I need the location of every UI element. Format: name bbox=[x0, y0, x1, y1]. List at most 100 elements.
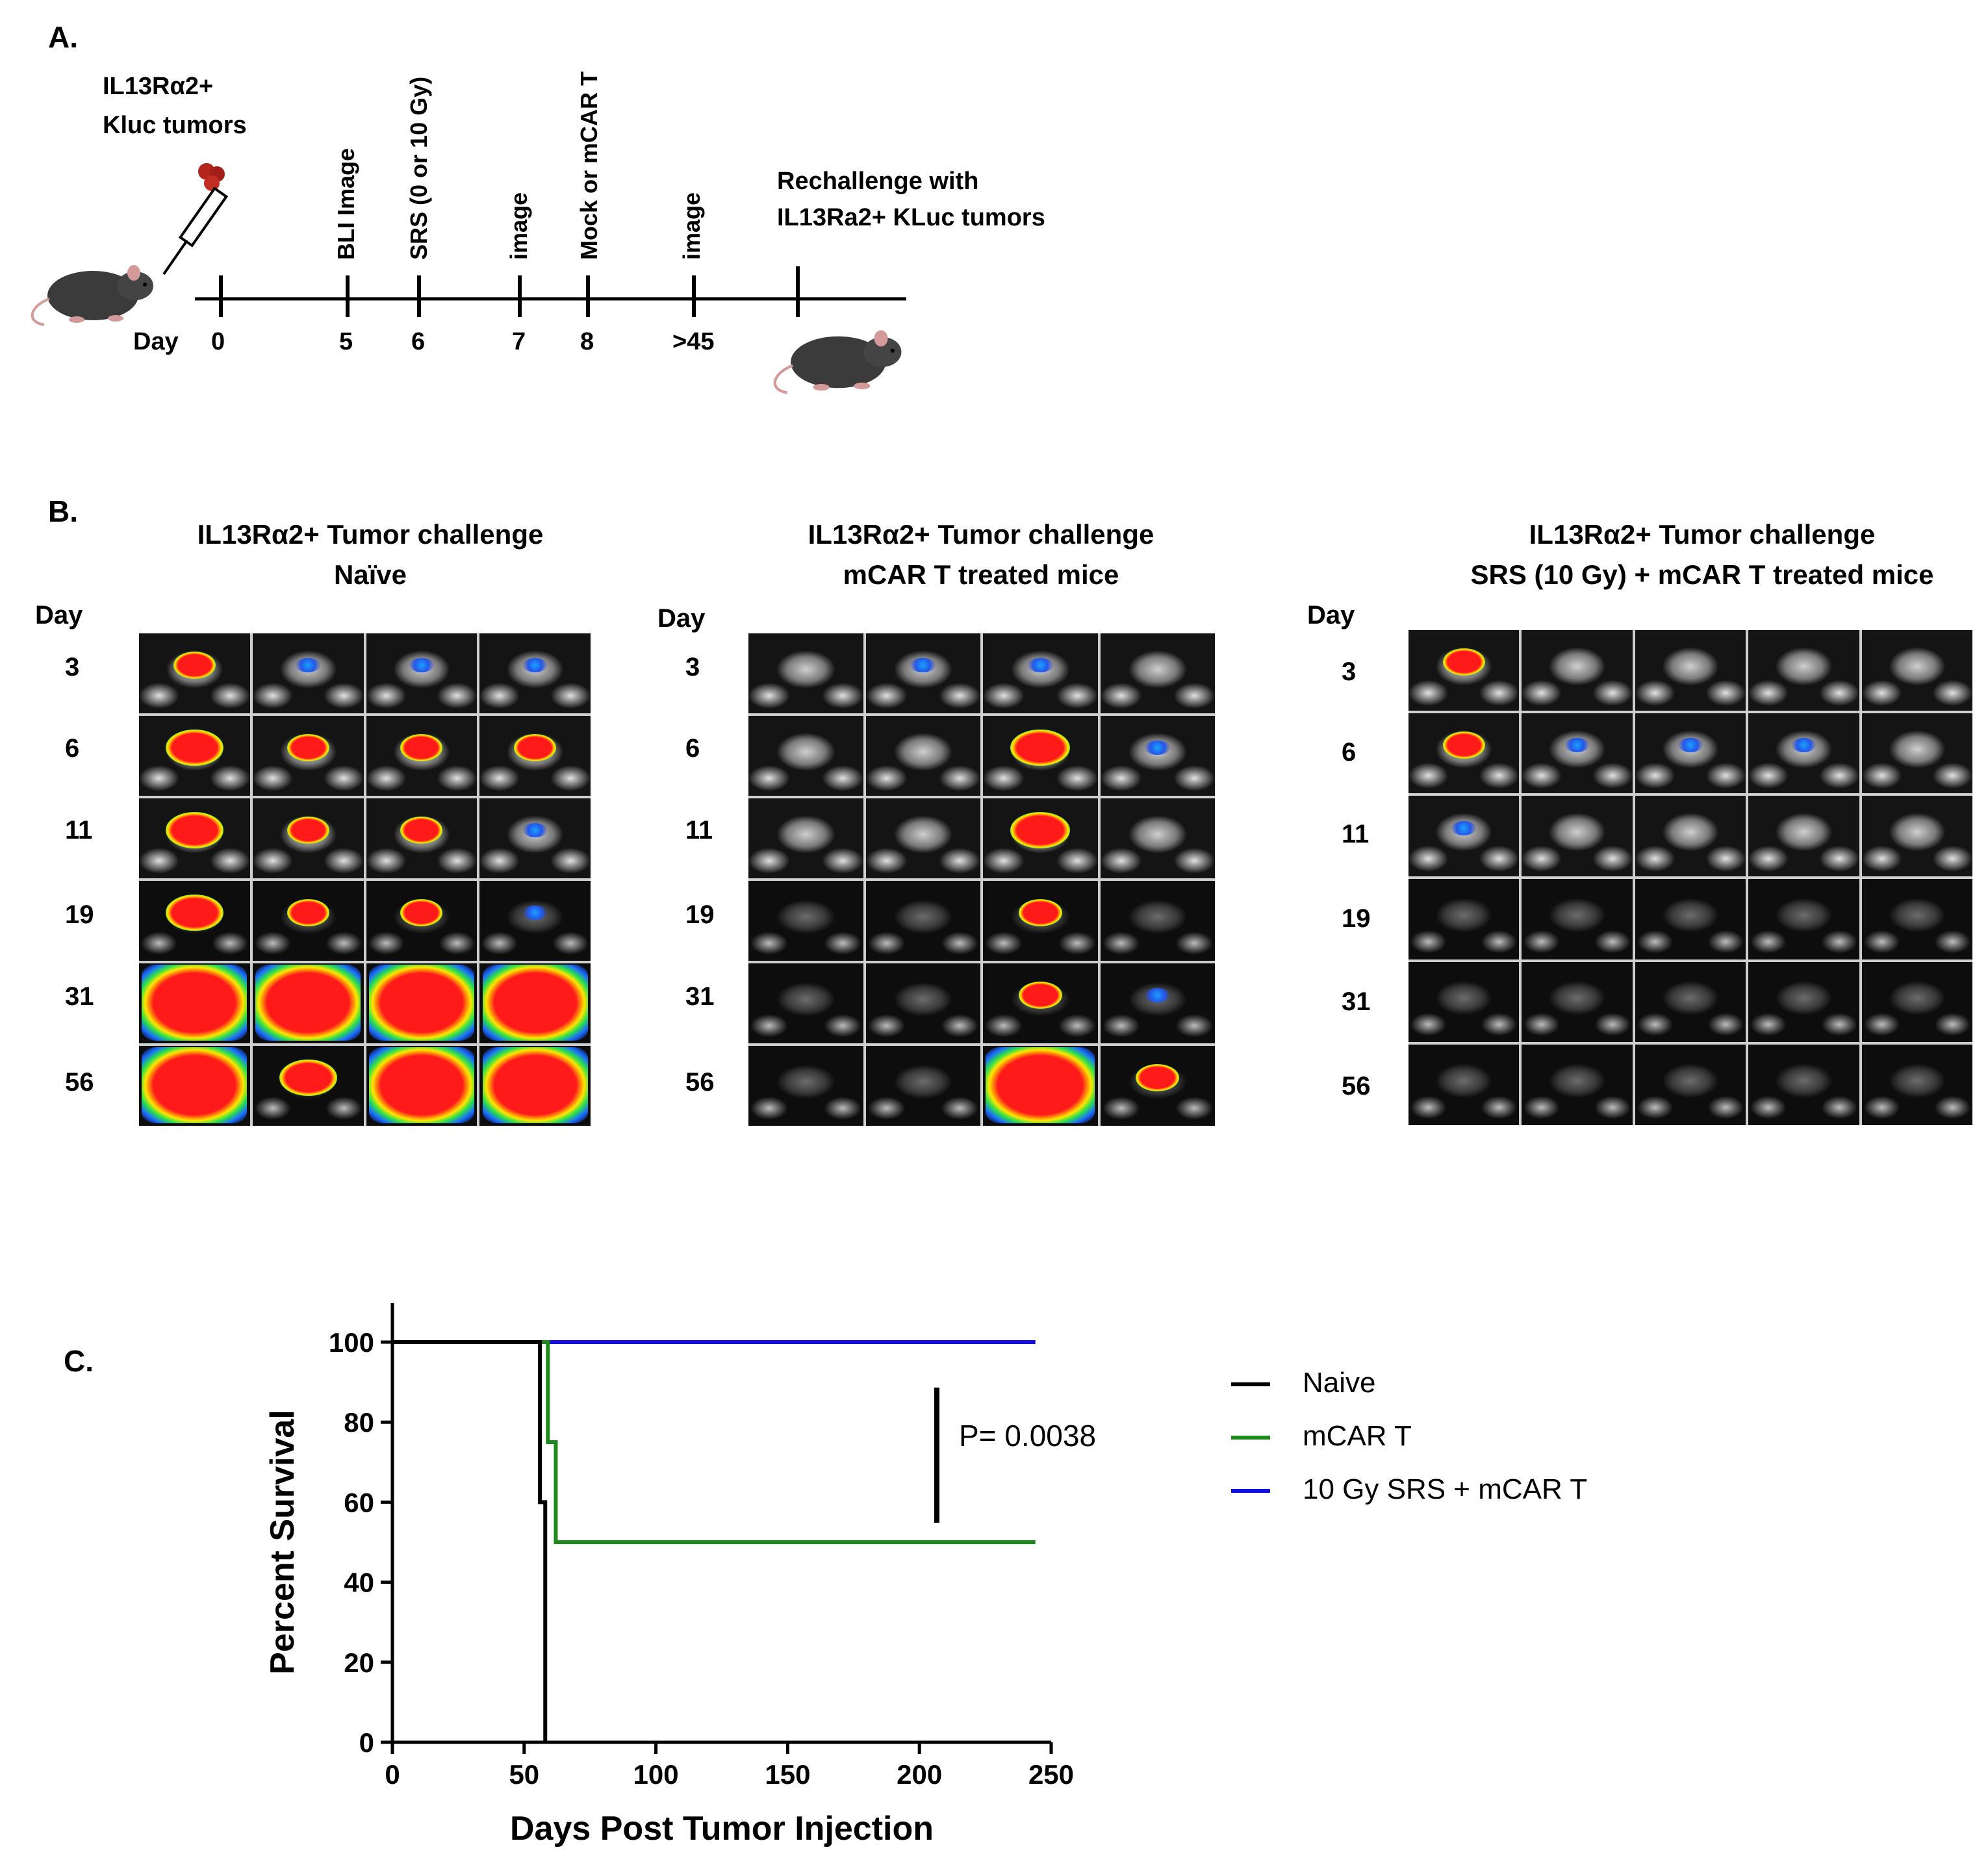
tumor-signal bbox=[173, 652, 216, 679]
group1-title: IL13Rα2+ Tumor challenge Naïve bbox=[136, 514, 604, 595]
group3-day-header: Day bbox=[1307, 601, 1355, 629]
tumor-signal bbox=[400, 817, 443, 845]
bli-image-cell bbox=[1635, 1045, 1746, 1125]
group1-day-header: Day bbox=[35, 601, 83, 629]
tumor-signal bbox=[287, 734, 329, 762]
rechallenge-line1: Rechallenge with bbox=[777, 168, 979, 195]
bli-image-cell bbox=[252, 798, 364, 878]
tumor-signal bbox=[296, 658, 320, 673]
tumor-signal bbox=[142, 965, 248, 1041]
bli-image-cell bbox=[366, 798, 478, 878]
group1-day-6: 6 bbox=[65, 734, 80, 763]
timeline-day-7: 7 bbox=[512, 328, 526, 355]
bli-image-cell bbox=[748, 633, 863, 713]
bli-image-cell bbox=[252, 963, 364, 1043]
group2-day-3: 3 bbox=[685, 653, 700, 681]
event-bli-image: BLI Image bbox=[333, 147, 359, 260]
group2-day-56: 56 bbox=[685, 1068, 715, 1097]
y-tick-label: 100 bbox=[329, 1327, 374, 1358]
x-tick-label: 0 bbox=[385, 1759, 400, 1790]
bli-image-cell bbox=[479, 963, 591, 1043]
group3-day-3: 3 bbox=[1342, 657, 1357, 686]
mouse-icon bbox=[31, 265, 153, 326]
timeline-day-5: 5 bbox=[339, 328, 353, 355]
group3-day-11: 11 bbox=[1342, 820, 1370, 848]
tumor-signal bbox=[1010, 729, 1071, 767]
legend-label-srs-mcart: 10 Gy SRS + mCAR T bbox=[1303, 1473, 1588, 1505]
bli-image-cell bbox=[139, 716, 250, 796]
bli-image-cell bbox=[366, 963, 478, 1043]
group1-title-line1: IL13Rα2+ Tumor challenge bbox=[197, 519, 544, 550]
bli-image-cell bbox=[865, 1046, 980, 1126]
group2-title: IL13Rα2+ Tumor challenge mCAR T treated … bbox=[747, 514, 1215, 595]
group3-title-line1: IL13Rα2+ Tumor challenge bbox=[1529, 519, 1876, 550]
x-tick-label: 100 bbox=[633, 1759, 679, 1790]
bli-image-cell bbox=[252, 633, 364, 713]
y-tick-label: 60 bbox=[344, 1487, 374, 1518]
bli-image-cell bbox=[1522, 1045, 1633, 1125]
tumor-signal bbox=[409, 658, 434, 673]
tumor-signal bbox=[522, 906, 548, 921]
legend-label-mcart: mCAR T bbox=[1303, 1420, 1412, 1452]
bli-image-cell bbox=[865, 963, 980, 1043]
group1-day-56: 56 bbox=[65, 1068, 94, 1097]
tumor-label-line1: IL13Rα2+ bbox=[103, 73, 214, 100]
group2-day-6: 6 bbox=[685, 734, 700, 763]
group2-day-31: 31 bbox=[685, 982, 715, 1011]
tumor-signal bbox=[368, 965, 474, 1041]
event-image-day45: image bbox=[678, 192, 705, 260]
y-tick-label: 40 bbox=[344, 1568, 374, 1598]
x-tick-label: 150 bbox=[765, 1759, 810, 1790]
bli-image-cell bbox=[983, 963, 1098, 1043]
tumor-signal bbox=[400, 734, 443, 762]
bli-image-cell bbox=[1100, 633, 1215, 713]
panel-b-letter: B. bbox=[48, 494, 78, 528]
timeline-day-word: Day bbox=[133, 328, 179, 355]
bli-image-cell bbox=[1408, 796, 1520, 876]
tumor-signal bbox=[1145, 988, 1171, 1003]
bli-image-cell bbox=[1748, 878, 1859, 959]
bli-image-cell bbox=[1748, 630, 1859, 711]
tumor-signal bbox=[1027, 658, 1053, 673]
bli-image-cell bbox=[1100, 798, 1215, 878]
tumor-signal bbox=[1564, 737, 1590, 753]
rechallenge-line2: IL13Ra2+ KLuc tumors bbox=[777, 204, 1045, 231]
bli-image-cell bbox=[983, 798, 1098, 878]
bli-image-cell bbox=[366, 716, 478, 796]
bli-image-cell bbox=[1522, 961, 1633, 1043]
bli-image-cell bbox=[1861, 878, 1972, 959]
tumor-signal bbox=[514, 734, 557, 762]
group1-day-31: 31 bbox=[65, 982, 94, 1011]
bli-image-cell bbox=[252, 1046, 364, 1126]
bli-image-cell bbox=[1522, 796, 1633, 876]
mouse-rechallenge-icon bbox=[773, 330, 902, 394]
mcart-bli-grid bbox=[748, 633, 1215, 1126]
srs-mcart-bli-grid bbox=[1408, 630, 1972, 1125]
tumor-signal bbox=[1451, 820, 1476, 835]
bli-image-cell bbox=[479, 633, 591, 713]
bli-image-cell bbox=[139, 1046, 250, 1126]
bli-image-cell bbox=[748, 798, 863, 878]
bli-image-cell bbox=[865, 633, 980, 713]
bli-image-cell bbox=[479, 716, 591, 796]
bli-image-cell bbox=[748, 881, 863, 961]
bli-image-cell bbox=[479, 881, 591, 961]
x-tick-label: 50 bbox=[509, 1759, 539, 1790]
group1-title-line2: Naïve bbox=[333, 559, 407, 590]
group1-day-19: 19 bbox=[65, 900, 94, 929]
timeline-day-0: 0 bbox=[211, 328, 225, 355]
bli-image-cell bbox=[1408, 878, 1520, 959]
syringe-icon bbox=[162, 163, 229, 275]
group2-title-line2: mCAR T treated mice bbox=[843, 559, 1119, 590]
bli-image-cell bbox=[1861, 961, 1972, 1043]
legend-label-naive: Naive bbox=[1303, 1367, 1376, 1399]
bli-image-cell bbox=[1748, 1045, 1859, 1125]
bli-image-cell bbox=[1635, 713, 1746, 794]
bli-image-cell bbox=[1861, 1045, 1972, 1125]
bli-image-cell bbox=[479, 1046, 591, 1126]
group1-day-11: 11 bbox=[65, 816, 93, 845]
bli-image-cell bbox=[983, 1046, 1098, 1126]
tumor-signal bbox=[1791, 737, 1816, 753]
bli-image-cell bbox=[748, 716, 863, 796]
bli-image-cell bbox=[1100, 1046, 1215, 1126]
